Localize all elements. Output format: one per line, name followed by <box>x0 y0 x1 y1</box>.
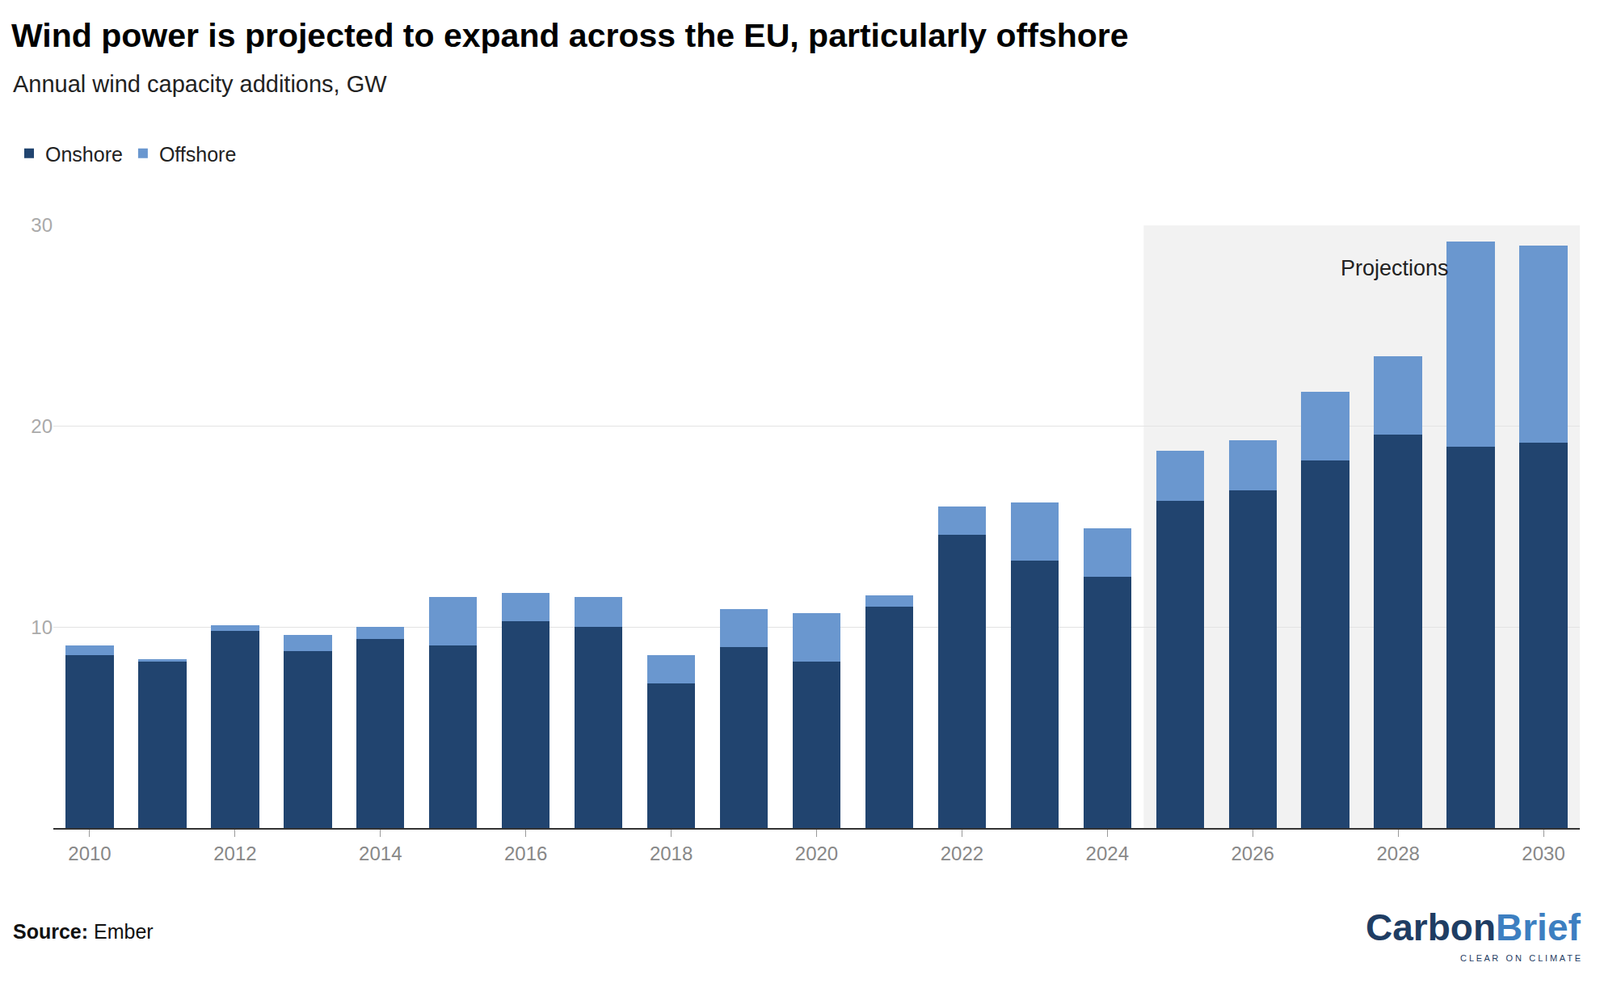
svg-text:20: 20 <box>30 415 53 438</box>
svg-text:2024: 2024 <box>1086 842 1129 865</box>
svg-text:CarbonBrief: CarbonBrief <box>1365 906 1581 949</box>
svg-text:Onshore: Onshore <box>45 143 123 166</box>
svg-text:Wind power is projected to exp: Wind power is projected to expand across… <box>11 16 1129 55</box>
svg-text:2018: 2018 <box>649 842 693 865</box>
svg-text:10: 10 <box>30 616 53 639</box>
svg-text:2010: 2010 <box>67 842 111 865</box>
svg-text:C L E A R O N C L I M A T: C L E A R O N C L I M A T E <box>1460 953 1581 964</box>
svg-text:Projections: Projections <box>1340 256 1449 281</box>
svg-text:2026: 2026 <box>1231 842 1275 865</box>
svg-text:2016: 2016 <box>504 842 548 865</box>
svg-text:2020: 2020 <box>795 842 838 865</box>
svg-text:2030: 2030 <box>1521 842 1565 865</box>
svg-text:2014: 2014 <box>358 842 402 865</box>
svg-text:30: 30 <box>30 214 53 236</box>
svg-text:Offshore: Offshore <box>159 143 236 166</box>
svg-text:Source: Ember: Source: Ember <box>12 920 154 944</box>
svg-text:2028: 2028 <box>1376 842 1419 865</box>
svg-text:2022: 2022 <box>940 842 984 865</box>
svg-text:2012: 2012 <box>213 842 257 865</box>
svg-text:Annual wind capacity additions: Annual wind capacity additions, GW <box>12 71 388 97</box>
